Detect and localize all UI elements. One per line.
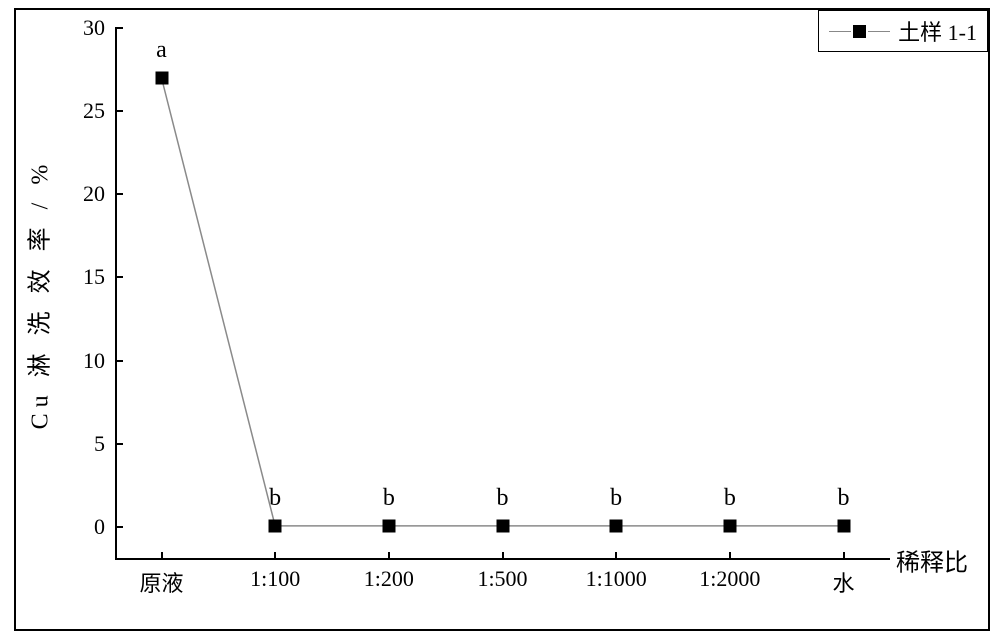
x-tick-label: 1:500 <box>477 566 527 592</box>
point-label: b <box>838 485 850 512</box>
data-marker <box>155 71 168 84</box>
chart-container: Cu 淋 洗 效 率 / % 稀释比 土样 1-1 0 5 10 15 20 25 30 原液… <box>0 0 1000 639</box>
y-tick <box>115 193 123 195</box>
x-tick-label: 原液 <box>139 566 183 598</box>
y-tick-label: 10 <box>65 348 105 374</box>
y-tick-label: 25 <box>65 98 105 124</box>
data-marker <box>496 519 509 532</box>
x-tick-label: 1:200 <box>364 566 414 592</box>
x-axis-title: 稀释比 <box>896 543 968 578</box>
legend-line-right <box>868 31 890 32</box>
x-tick <box>843 552 845 560</box>
data-marker <box>837 519 850 532</box>
legend: 土样 1-1 <box>818 10 988 52</box>
data-marker <box>382 519 395 532</box>
y-tick-label: 0 <box>65 514 105 540</box>
y-tick <box>115 27 123 29</box>
y-tick <box>115 443 123 445</box>
legend-marker-icon <box>853 25 866 38</box>
x-tick-label: 1:1000 <box>586 566 647 592</box>
x-tick <box>729 552 731 560</box>
y-tick-label: 30 <box>65 15 105 41</box>
legend-line-left <box>829 31 851 32</box>
point-label: b <box>724 485 736 512</box>
y-tick-label: 15 <box>65 264 105 290</box>
y-tick <box>115 110 123 112</box>
y-axis-title: Cu 淋 洗 效 率 / % <box>20 159 55 430</box>
x-tick-label: 1:100 <box>250 566 300 592</box>
data-marker <box>723 519 736 532</box>
point-label: b <box>269 485 281 512</box>
point-label: b <box>497 485 509 512</box>
outer-frame <box>14 8 990 631</box>
x-tick <box>615 552 617 560</box>
y-tick-label: 5 <box>65 431 105 457</box>
y-axis-line <box>115 28 117 560</box>
data-marker <box>269 519 282 532</box>
x-tick <box>161 552 163 560</box>
point-label: b <box>610 485 622 512</box>
x-tick <box>388 552 390 560</box>
y-tick <box>115 360 123 362</box>
x-tick <box>502 552 504 560</box>
y-tick <box>115 276 123 278</box>
point-label: a <box>156 37 167 64</box>
y-tick <box>115 526 123 528</box>
data-marker <box>610 519 623 532</box>
x-tick <box>274 552 276 560</box>
legend-label: 土样 1-1 <box>898 15 977 47</box>
x-tick-label: 水 <box>832 566 854 598</box>
y-tick-label: 20 <box>65 181 105 207</box>
x-tick-label: 1:2000 <box>699 566 760 592</box>
point-label: b <box>383 485 395 512</box>
